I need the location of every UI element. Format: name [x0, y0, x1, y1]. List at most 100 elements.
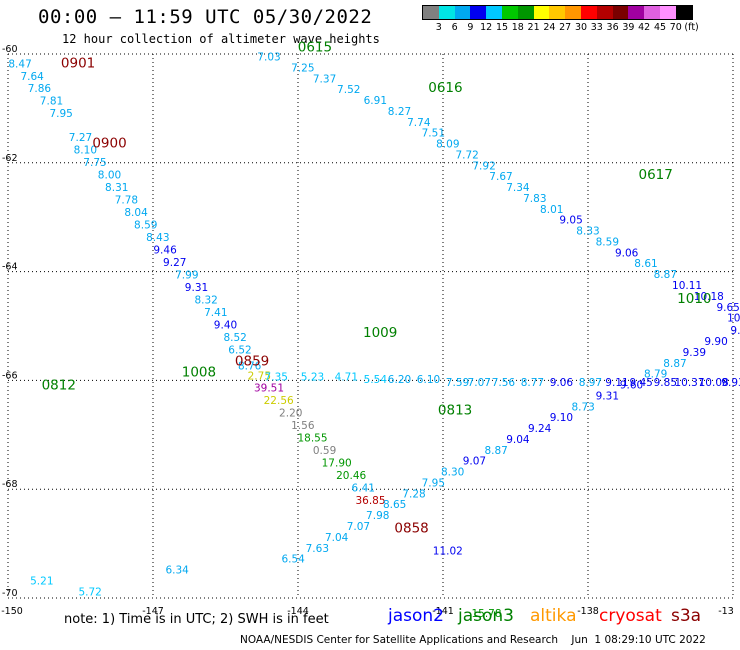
wave-height-value: 5.54 [364, 374, 388, 386]
wave-height-value: 8.30 [441, 467, 464, 479]
latitude-label: -62 [2, 153, 18, 164]
wave-height-value: 9.90 [704, 336, 727, 348]
wave-height-value: 8.73 [571, 401, 594, 413]
wave-height-value: 8.04 [124, 207, 148, 219]
wave-height-value: 10.08 [699, 377, 729, 389]
wave-height-value: 6.91 [364, 95, 387, 107]
wave-height-value: 22.56 [264, 395, 294, 407]
wave-height-value: 7.03 [257, 52, 280, 64]
wave-height-points: 8.477.647.867.817.957.278.107.758.008.31… [8, 52, 740, 621]
pass-time-label: 0616 [428, 80, 462, 96]
wave-height-value: 10.18 [694, 291, 724, 303]
wave-height-value: 8.87 [484, 445, 507, 457]
satellite-name: cryosat [599, 606, 662, 626]
legend-swatch [659, 6, 676, 19]
wave-height-value: 9.45 [629, 377, 652, 389]
latitude-label: -66 [2, 370, 18, 381]
wave-height-value: 9.27 [163, 257, 186, 269]
wave-height-value: 9.85 [654, 377, 677, 389]
wave-height-value: 8.61 [634, 258, 657, 270]
legend-swatch [438, 6, 455, 19]
satellite-name: jason2 [388, 606, 444, 626]
wave-height-value: 9.65 [716, 302, 739, 314]
longitude-label: -13 [718, 606, 734, 617]
wave-height-value: 8.32 [194, 295, 217, 307]
longitude-label: -141 [432, 606, 454, 617]
wave-height-value: 7.28 [402, 488, 425, 500]
legend-labels: 3 6 9 12 15 18 21 24 27 30 33 36 39 42 45 70 (ft) [422, 20, 699, 34]
wave-height-value: 9.40 [214, 320, 237, 332]
wave-height-value: 9.93 [721, 377, 740, 389]
wave-height-value: 7.72 [455, 149, 478, 161]
satellite-name: s3a [671, 606, 702, 626]
wave-height-value: 8.10 [74, 145, 97, 157]
wave-height-value: 39.51 [254, 382, 284, 394]
wave-height-value: 36.85 [355, 495, 385, 507]
wave-height-value: 5.21 [30, 575, 53, 587]
pass-time-label: 0901 [61, 56, 95, 72]
legend-swatch [596, 6, 613, 19]
pass-time-label: 0900 [92, 136, 126, 152]
wave-height-value: 4.71 [335, 371, 358, 383]
wave-height-value: 8.52 [223, 332, 246, 344]
wave-height-value: 8.79 [644, 369, 667, 381]
wave-height-value: 7.81 [40, 96, 63, 108]
wave-height-value: 9.04 [506, 434, 530, 446]
legend-swatch [501, 6, 518, 19]
wave-height-value: 7.75 [83, 157, 106, 169]
legend-swatch [580, 6, 597, 19]
axis-labels: -150 -147 -144 -141 -138 -13 -60 -62 -64 -66 -68 -7… [1, 44, 734, 617]
longitude-label: -138 [577, 606, 599, 617]
pass-time-label: 0812 [42, 378, 76, 394]
wave-height-value: 9.39 [683, 347, 706, 359]
wave-height-value: 17.90 [322, 457, 352, 469]
wave-height-value: 7.35 [265, 371, 288, 383]
wave-height-value: 10.37 [674, 377, 704, 389]
wave-height-value: 7.99 [175, 270, 198, 282]
legend-swatch [644, 6, 660, 19]
wave-height-value: 7.56 [492, 377, 516, 389]
wave-height-value: 6.41 [352, 482, 375, 494]
wave-height-value: 5.23 [301, 371, 324, 383]
wave-height-value: 8.76 [238, 361, 262, 373]
wave-height-value: 5.72 [78, 586, 101, 598]
graticule [7, 53, 734, 599]
wave-height-value: 7.34 [506, 182, 530, 194]
legend-swatch [549, 6, 566, 19]
wave-height-value: 8.59 [134, 220, 157, 232]
wave-height-value: 8.27 [388, 106, 411, 118]
wave-height-value: 9.06 [615, 247, 639, 259]
wave-height-value: 15.78 [471, 608, 501, 620]
wave-height-value: 8.59 [596, 236, 619, 248]
wave-height-value: 7.07 [468, 377, 491, 389]
legend-label: 18 [511, 22, 524, 33]
legend-label: 27 [559, 22, 572, 33]
legend-swatch [675, 6, 692, 19]
longitude-label: -144 [287, 606, 309, 617]
wave-height-value: 7.83 [523, 193, 546, 205]
legend-label: 24 [543, 22, 556, 33]
wave-height-value: 7.52 [337, 84, 360, 96]
wave-height-value: 0.59 [313, 445, 336, 457]
wave-height-value: 7.86 [28, 83, 52, 95]
wave-height-value: 9.46 [153, 245, 177, 257]
legend-swatch [454, 6, 471, 19]
legend-color-bar [422, 5, 693, 20]
latitude-label: -64 [2, 262, 18, 273]
wave-height-value: 11.02 [433, 545, 463, 557]
wave-height-value: 2.75 [248, 370, 271, 382]
wave-height-value: 1.56 [291, 420, 315, 432]
wave-height-value: 8.47 [8, 59, 31, 71]
wave-height-value: 6.52 [228, 345, 251, 357]
legend-label: 70 [669, 22, 682, 33]
satellite-name: jason3 [458, 606, 514, 626]
legend-label: 15 [495, 22, 509, 33]
color-legend: 3 6 9 12 15 18 21 24 27 30 33 36 39 42 45 70 (ft) [422, 5, 699, 34]
wave-height-value: 20.46 [336, 470, 366, 482]
legend-label: 33 [590, 22, 603, 33]
wave-height-value: 8.87 [663, 358, 686, 370]
legend-swatch [517, 6, 534, 19]
pass-time-label: 0617 [638, 167, 672, 183]
wave-height-value: 9.10 [550, 412, 573, 424]
